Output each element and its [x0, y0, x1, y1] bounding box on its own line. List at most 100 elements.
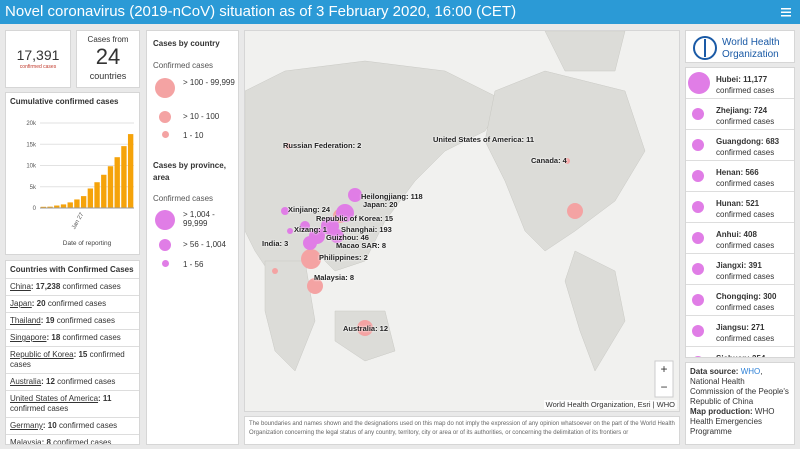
- province-item: Jiangsu: 271 confirmed cases: [686, 316, 794, 347]
- map-tools[interactable]: [654, 360, 674, 398]
- countries-box: Cases from 24 countries: [76, 30, 140, 88]
- province-item: Chongqing: 300 confirmed cases: [686, 285, 794, 316]
- province-symbol: [688, 72, 710, 94]
- countries-value: 24: [95, 44, 121, 69]
- province-item: Henan: 566 confirmed cases: [686, 161, 794, 192]
- legend-symbol: [162, 260, 169, 267]
- country-item: China: 17,238 confirmed cases: [6, 279, 139, 296]
- country-item: United States of America: 11 confirmed c…: [6, 391, 139, 418]
- countries-label: countries: [89, 71, 127, 81]
- country-unit: confirmed cases: [10, 350, 125, 369]
- map[interactable]: Russian Federation: 2 United States of A…: [244, 30, 680, 412]
- source-link[interactable]: WHO: [740, 367, 761, 376]
- country-item: Republic of Korea: 15 confirmed cases: [6, 347, 139, 374]
- province-unit: confirmed cases: [716, 210, 775, 219]
- legend-symbol: [155, 78, 175, 98]
- province-symbol: [692, 170, 704, 182]
- zoom-out[interactable]: −: [660, 380, 668, 394]
- province-label: Jiangsu: 271: [716, 323, 765, 332]
- map-label: Philippines: 2: [319, 253, 368, 262]
- countries-panel: Countries with Confirmed Cases China: 17…: [5, 260, 140, 445]
- menu-icon[interactable]: [780, 6, 792, 18]
- legend-label: > 56 - 1,004: [183, 240, 226, 249]
- country-unit: confirmed cases: [56, 316, 115, 325]
- production-text: WHO Health Emergencies Programme: [690, 407, 775, 436]
- country-unit: confirmed cases: [62, 282, 121, 291]
- legend-label: > 10 - 100: [183, 112, 220, 121]
- province-symbol: [692, 108, 704, 120]
- bar: [107, 166, 114, 208]
- bar: [114, 157, 120, 208]
- chart-panel: Cumulative confirmed cases 0 5k 10k 15k 20k J…: [5, 92, 140, 255]
- country-unit: confirmed cases: [53, 438, 112, 445]
- map-attribution: World Health Organization, Esri | WHO: [543, 400, 677, 409]
- country-item: Australia: 12 confirmed cases: [6, 374, 139, 391]
- country-name[interactable]: Malaysia: [10, 438, 42, 445]
- map-label: Malaysia: 8: [314, 273, 355, 282]
- country-count: : 12: [41, 377, 55, 386]
- country-count: : 11: [98, 394, 112, 403]
- province-symbol: [692, 201, 704, 213]
- province-symbol: [692, 232, 704, 244]
- province-symbol: [692, 263, 704, 275]
- y-tick-label: 20k: [26, 121, 37, 127]
- map-label: India: 3: [262, 239, 289, 248]
- y-tick-label: 5k: [30, 185, 37, 191]
- map-bubbles: [272, 143, 583, 336]
- country-name[interactable]: Singapore: [10, 333, 47, 342]
- bar: [121, 146, 127, 208]
- who-logo: World Health Organization: [685, 30, 795, 63]
- country-unit: confirmed cases: [47, 299, 107, 308]
- who-name: World Health: [722, 37, 780, 48]
- country-item: Germany: 10 confirmed cases: [6, 418, 139, 435]
- country-unit: confirmed cases: [57, 377, 116, 386]
- province-unit: confirmed cases: [716, 117, 775, 126]
- country-count: : 19: [40, 316, 55, 325]
- map-label: Macao SAR: 8: [336, 241, 387, 250]
- y-tick-label: 15k: [26, 142, 37, 148]
- bar: [54, 205, 60, 208]
- country-name[interactable]: Australia: [10, 377, 42, 386]
- province-panel: Hubei: 11,177 confirmed cases Zhejiang: 72…: [685, 67, 795, 358]
- chart-title: Cumulative confirmed cases: [10, 97, 119, 106]
- province-symbol: [692, 294, 704, 306]
- x-tick-label: Jan 27: [71, 211, 86, 230]
- province-unit: confirmed cases: [716, 86, 775, 95]
- legend-symbol: [155, 210, 175, 230]
- province-symbol: [692, 325, 704, 337]
- country-count: : 18: [46, 333, 61, 342]
- province-label: Chongqing: 300: [716, 292, 777, 301]
- country-count: : 10: [42, 421, 57, 430]
- province-item: Jiangxi: 391 confirmed cases: [686, 254, 794, 285]
- bar: [94, 182, 100, 208]
- country-name[interactable]: Republic of Korea: [10, 350, 74, 359]
- legend-symbol: [159, 111, 171, 123]
- y-tick-label: 0: [33, 206, 37, 212]
- total-value: 17,391: [16, 47, 60, 63]
- list-title: Countries with Confirmed Cases: [6, 261, 139, 279]
- bar: [47, 206, 53, 208]
- y-tick-label: 10k: [26, 164, 37, 170]
- bar: [101, 174, 107, 208]
- province-label: Zhejiang: 724: [716, 106, 768, 115]
- production-label: Map production:: [690, 407, 753, 416]
- country-list: China: 17,238 confirmed cases Japan: 20 c…: [6, 279, 139, 445]
- country-name[interactable]: United States of America: [10, 394, 99, 403]
- bar: [40, 206, 47, 208]
- province-item: Anhui: 408 confirmed cases: [686, 223, 794, 254]
- zoom-in[interactable]: +: [660, 362, 668, 376]
- country-name[interactable]: China: [10, 282, 31, 291]
- country-name[interactable]: Japan: [10, 299, 32, 308]
- country-item: Japan: 20 confirmed cases: [6, 296, 139, 313]
- province-unit: confirmed cases: [716, 303, 775, 312]
- country-name[interactable]: Germany: [10, 421, 43, 430]
- country-name[interactable]: Thailand: [10, 316, 41, 325]
- legend-panel: Cases by country Confirmed cases > 100 -…: [146, 30, 239, 445]
- total-box: 17,391 confirmed cases: [5, 30, 71, 88]
- country-item: Thailand: 19 confirmed cases: [6, 313, 139, 330]
- map-label: United States of America: 11: [433, 135, 535, 144]
- province-label: Jiangxi: 391: [716, 261, 762, 270]
- province-unit: confirmed cases: [716, 179, 775, 188]
- bar: [127, 134, 134, 208]
